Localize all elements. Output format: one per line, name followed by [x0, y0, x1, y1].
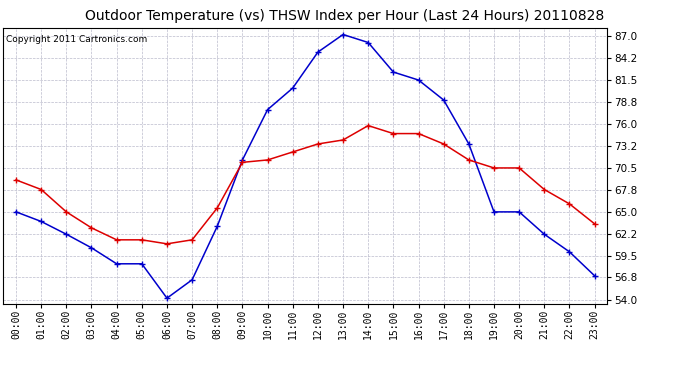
Text: Outdoor Temperature (vs) THSW Index per Hour (Last 24 Hours) 20110828: Outdoor Temperature (vs) THSW Index per …: [86, 9, 604, 23]
Text: Copyright 2011 Cartronics.com: Copyright 2011 Cartronics.com: [6, 35, 148, 44]
